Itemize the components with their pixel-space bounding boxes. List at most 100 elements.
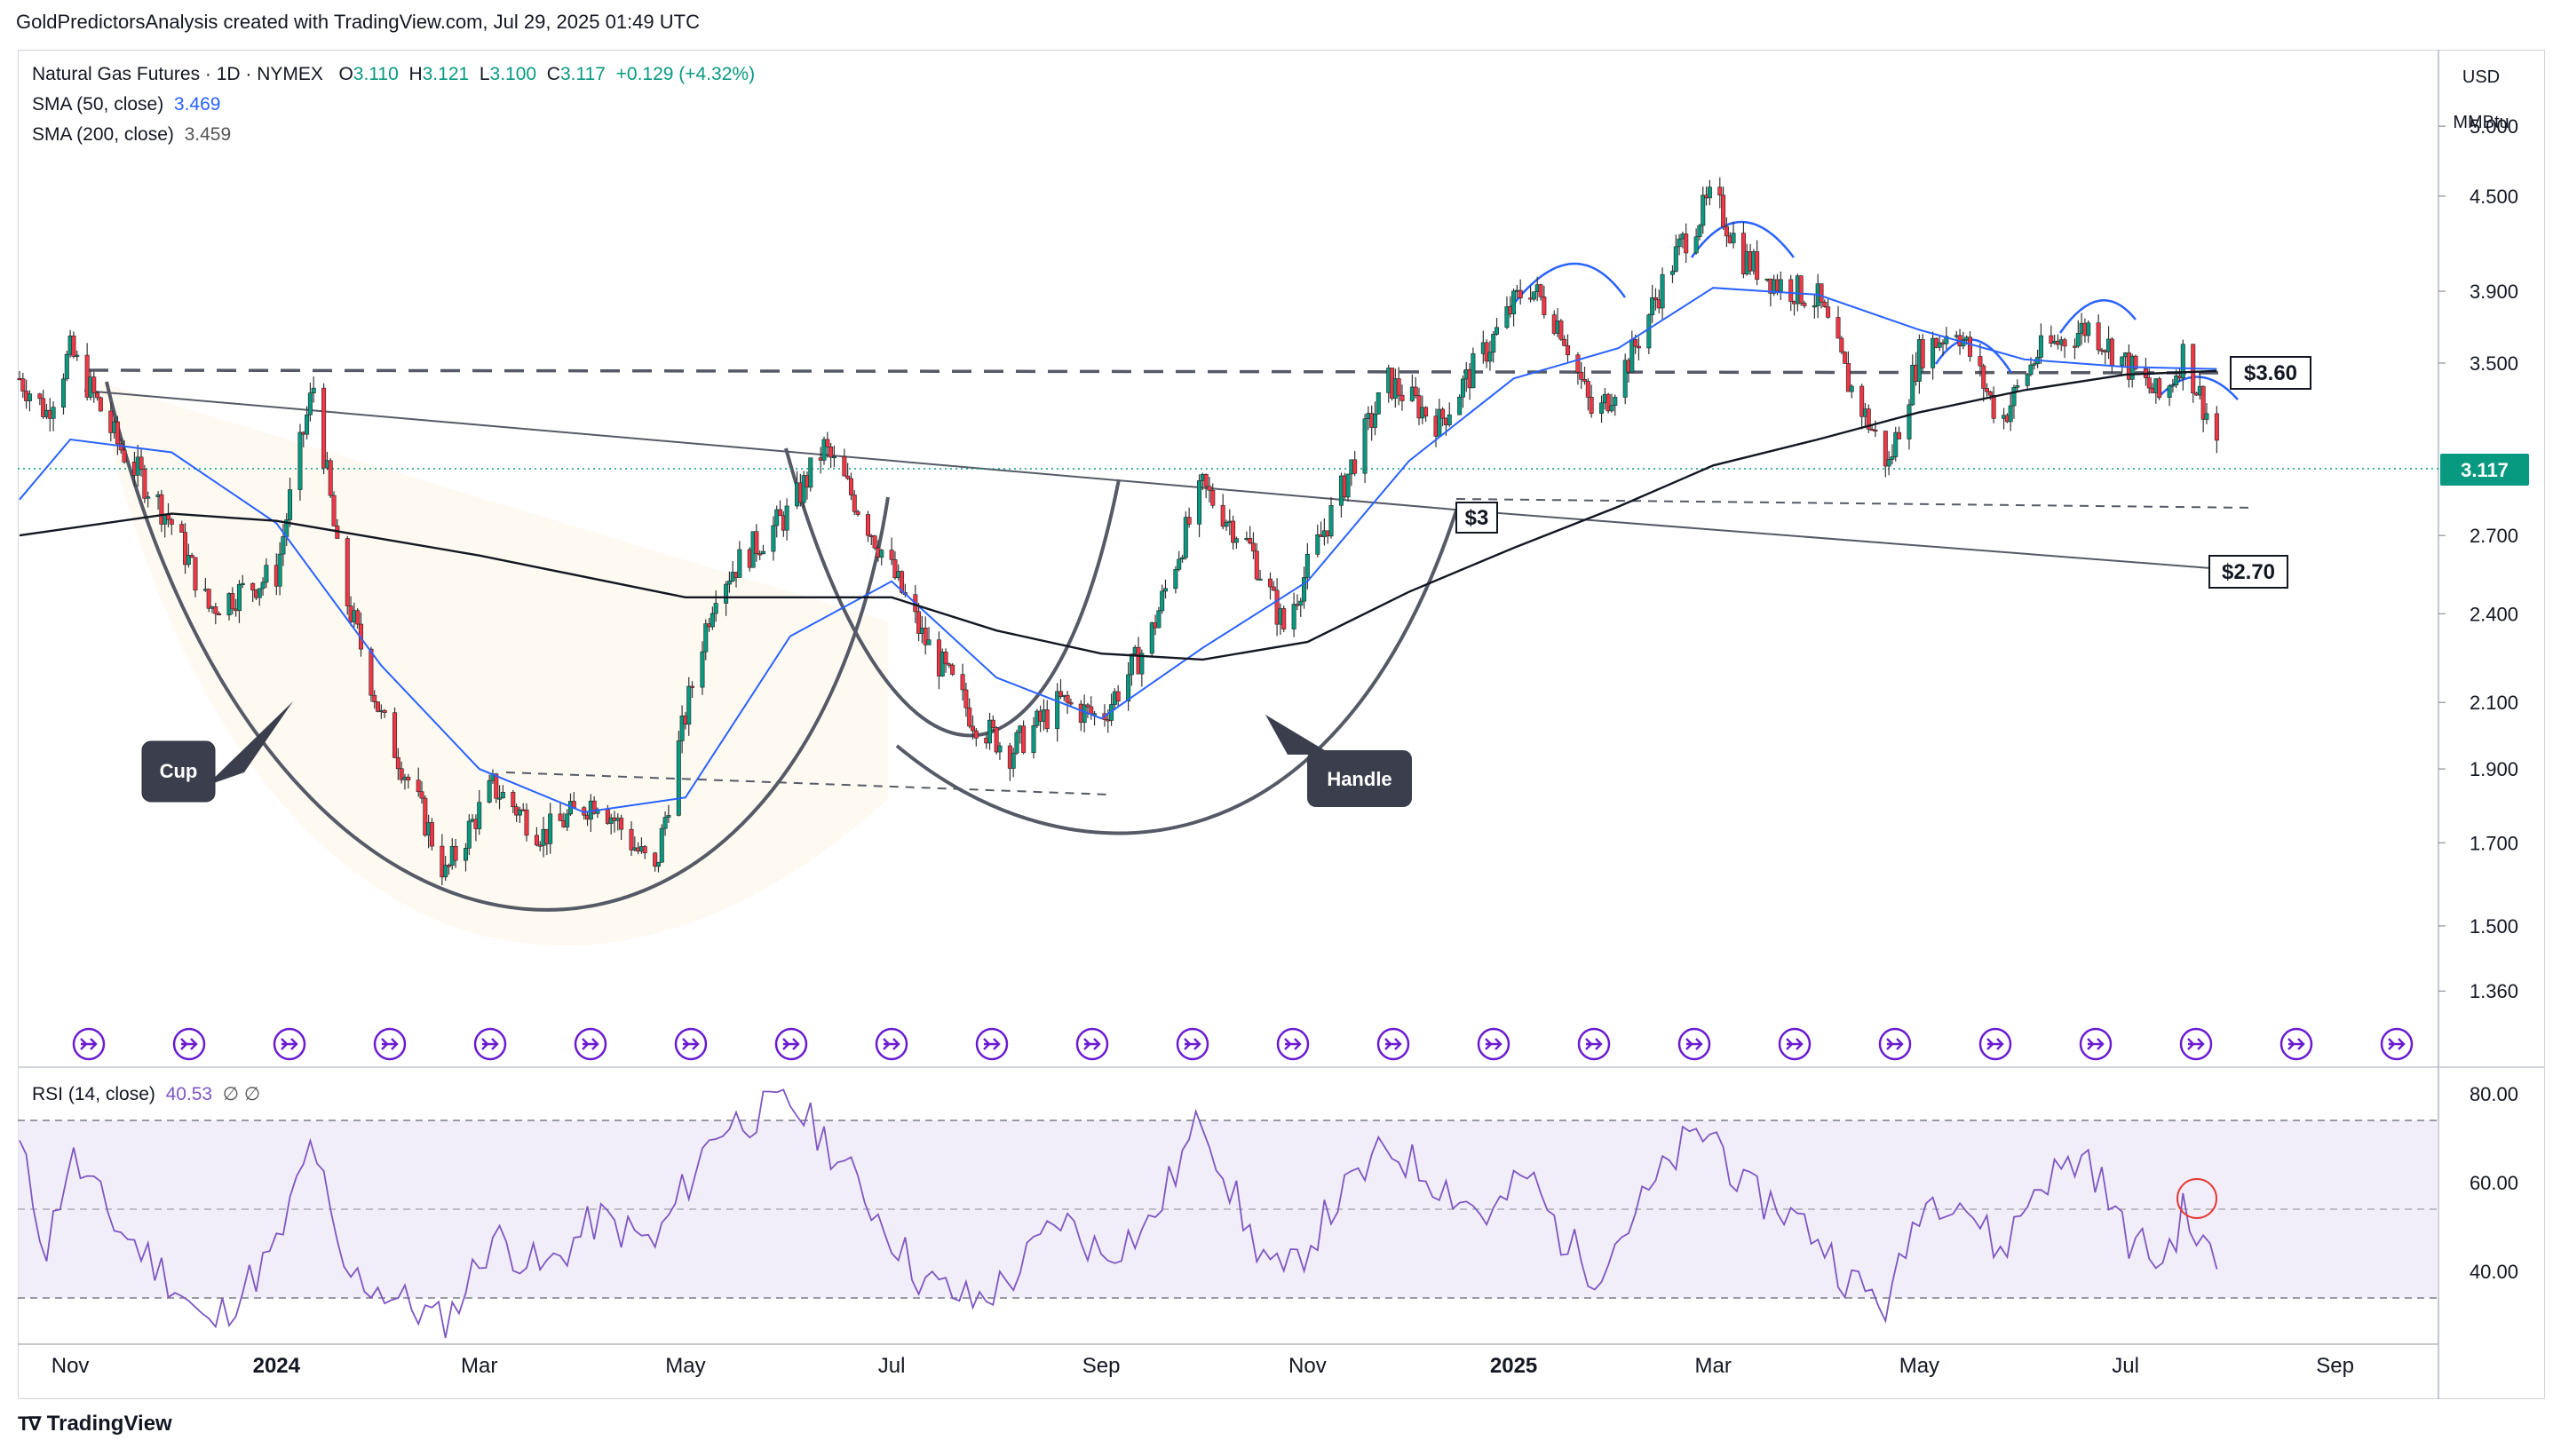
event-marker-icon[interactable]: [774, 1027, 808, 1061]
event-marker-icon[interactable]: [1778, 1027, 1812, 1061]
footer-brand-label: TradingView: [46, 1412, 172, 1436]
event-marker-icon[interactable]: [172, 1027, 206, 1061]
candle-body: [41, 398, 46, 417]
candle-body: [1180, 557, 1185, 560]
candle-body: [548, 813, 553, 844]
footer-brand[interactable]: T∇ TradingView: [18, 1412, 172, 1436]
candle-body: [51, 407, 56, 419]
event-marker-icon[interactable]: [1878, 1027, 1912, 1061]
candle-body: [1491, 334, 1496, 353]
symbol-legend[interactable]: Natural Gas Futures · 1D · NYMEX O3.110 …: [32, 64, 755, 85]
candle-body: [1068, 701, 1074, 705]
event-marker-icon[interactable]: [473, 1027, 507, 1061]
event-marker-icon[interactable]: [1677, 1027, 1711, 1061]
sma200-legend[interactable]: SMA (200, close) 3.459: [32, 124, 231, 146]
price-tick-label: 3.900: [2470, 281, 2518, 303]
candle-body: [852, 495, 857, 512]
candle-body: [500, 792, 505, 799]
event-icons-row[interactable]: [72, 1027, 2414, 1061]
event-marker-arrow: [481, 1038, 499, 1050]
candle-body: [1531, 291, 1536, 300]
candle-body: [1173, 569, 1178, 590]
candle-body: [1967, 336, 1972, 357]
candle-body: [1281, 608, 1287, 629]
cup-callout[interactable]: Cup: [141, 701, 293, 803]
candle-body: [1250, 542, 1256, 552]
top-arc-2: [1690, 220, 1795, 258]
candle-body: [1622, 360, 1628, 398]
event-marker-icon[interactable]: [2079, 1027, 2113, 1061]
candle-body: [666, 815, 671, 818]
event-marker-arrow: [983, 1038, 1001, 1050]
level-270-tag[interactable]: $2.70: [2208, 555, 2288, 589]
candle-body: [2015, 385, 2020, 388]
candle-body: [1177, 558, 1182, 570]
event-marker-icon[interactable]: [273, 1027, 306, 1061]
currency-label[interactable]: USD: [2462, 67, 2500, 87]
candle-body: [1254, 550, 1259, 580]
top-arc-1: [1503, 262, 1627, 316]
level-3-label: $3: [1465, 506, 1489, 530]
candle-body: [1139, 653, 1145, 675]
event-marker-icon[interactable]: [1477, 1027, 1510, 1061]
candle-body: [1819, 283, 1824, 303]
rsi-label: RSI (14, close): [32, 1084, 155, 1104]
handle-pointer: [1265, 715, 1332, 755]
sma50-legend[interactable]: SMA (50, close) 3.469: [32, 94, 220, 115]
time-tick-label: May: [1899, 1354, 1939, 1378]
candle-body: [1845, 363, 1851, 392]
candle-body: [260, 582, 266, 590]
event-marker-icon[interactable]: [2179, 1027, 2213, 1061]
event-marker-icon[interactable]: [1176, 1027, 1209, 1061]
time-tick-label: Mar: [461, 1354, 497, 1378]
event-marker-arrow: [1184, 1038, 1201, 1050]
event-marker-icon[interactable]: [1276, 1027, 1310, 1061]
candle-body: [1717, 186, 1723, 196]
candle-body: [2038, 335, 2043, 358]
event-marker-icon[interactable]: [574, 1027, 607, 1061]
time-tick-label: Sep: [2316, 1354, 2354, 1378]
candle-body: [831, 456, 836, 459]
event-marker-icon[interactable]: [72, 1027, 106, 1061]
event-marker-icon[interactable]: [373, 1027, 407, 1061]
candle-body: [2028, 364, 2034, 376]
candle-body: [1937, 342, 1942, 348]
event-marker-icon[interactable]: [2380, 1027, 2414, 1061]
event-marker-icon[interactable]: [875, 1027, 908, 1061]
candle-body: [1413, 386, 1418, 396]
event-marker-arrow: [281, 1038, 298, 1050]
event-marker-icon[interactable]: [1978, 1027, 2012, 1061]
level-270-box: [2208, 555, 2288, 589]
event-marker-icon[interactable]: [1075, 1027, 1109, 1061]
candle-body: [855, 511, 860, 515]
event-marker-icon[interactable]: [1376, 1027, 1410, 1061]
low-value: 3.100: [489, 64, 537, 84]
event-marker-icon[interactable]: [975, 1027, 1009, 1061]
sma200-line: [19, 369, 2217, 661]
candle-body: [179, 524, 185, 533]
candle-body: [1085, 704, 1090, 708]
event-marker-icon[interactable]: [674, 1027, 708, 1061]
candle-body: [1021, 725, 1027, 754]
level-360-tag[interactable]: $3.60: [2230, 356, 2311, 390]
handle-callout[interactable]: Handle: [1265, 715, 1412, 807]
candle-body: [1518, 289, 1523, 298]
unit-label[interactable]: MMBtu: [2453, 113, 2509, 132]
event-marker-icon[interactable]: [1577, 1027, 1611, 1061]
price-axis[interactable]: 5.000 4.500 3.900 3.500 2.700 2.400 2.100 1.900…: [2438, 115, 2518, 1002]
candle-body: [165, 514, 170, 520]
event-marker-arrow: [2187, 1038, 2205, 1050]
candle-body: [778, 509, 783, 517]
candle-body: [122, 449, 127, 463]
level-3-tag[interactable]: $3: [1455, 502, 1498, 534]
event-marker-arrow: [1083, 1038, 1101, 1050]
time-axis[interactable]: Nov 2024 Mar May Jul Sep Nov 2025 Mar May Jul Sep: [52, 1354, 2354, 1378]
rsi-legend[interactable]: RSI (14, close) 40.53 ∅ ∅: [32, 1083, 260, 1105]
last-price-tag[interactable]: 3.117: [2440, 454, 2529, 486]
candle-body: [71, 336, 76, 357]
candle-body: [2025, 374, 2030, 386]
event-marker-icon[interactable]: [2280, 1027, 2313, 1061]
time-tick-label: Jul: [2112, 1354, 2139, 1378]
rsi-axis[interactable]: 80.00 60.00 40.00: [2470, 1083, 2518, 1283]
